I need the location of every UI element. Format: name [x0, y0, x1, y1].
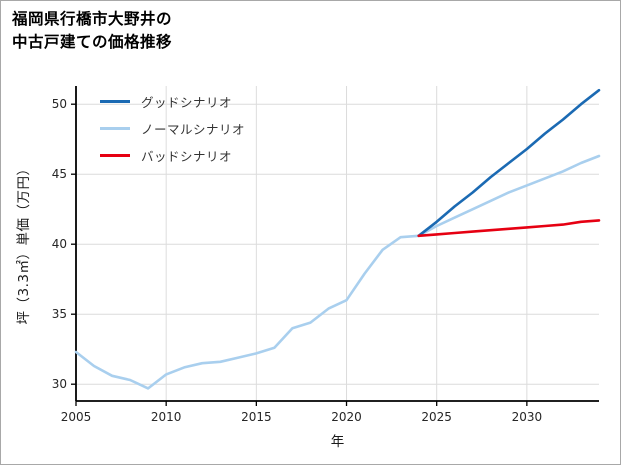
x-tick-label: 2010: [151, 410, 182, 424]
legend-label: バッドシナリオ: [141, 149, 233, 164]
legend-line-swatch: [100, 127, 130, 130]
x-tick-label: 2005: [61, 410, 92, 424]
legend-item: グッドシナリオ: [100, 93, 245, 110]
y-tick-label: 35: [52, 307, 67, 321]
series-line-バッドシナリオ: [417, 219, 601, 238]
chart-title: 福岡県行橋市大野井の 中古戸建ての価格推移: [12, 8, 172, 55]
y-tick-label: 45: [52, 167, 67, 181]
x-tick-label: 2025: [421, 410, 452, 424]
legend-label: グッドシナリオ: [141, 95, 233, 110]
y-tick-label: 50: [52, 97, 67, 111]
legend: グッドシナリオ ノーマルシナリオ バッドシナリオ: [100, 93, 245, 174]
y-tick-label: 30: [52, 377, 67, 391]
legend-item: バッドシナリオ: [100, 147, 245, 164]
x-tick-label: 2015: [241, 410, 272, 424]
x-tick-label: 2030: [512, 410, 543, 424]
chart-title-line1: 福岡県行橋市大野井の: [12, 10, 173, 28]
chart-title-line2: 中古戸建ての価格推移: [12, 33, 173, 52]
y-axis-label: 坪（3.3㎡）単価（万円）: [16, 161, 32, 325]
series-line-ノーマルシナリオ: [74, 154, 601, 390]
x-tick-label: 2020: [331, 410, 362, 424]
y-tick-label: 40: [52, 237, 67, 251]
legend-label: ノーマルシナリオ: [141, 122, 246, 137]
series-line-グッドシナリオ: [417, 88, 601, 238]
x-axis-label: 年: [330, 434, 345, 450]
legend-line-swatch: [100, 100, 130, 103]
legend-item: ノーマルシナリオ: [100, 120, 245, 137]
legend-line-swatch: [100, 154, 130, 157]
